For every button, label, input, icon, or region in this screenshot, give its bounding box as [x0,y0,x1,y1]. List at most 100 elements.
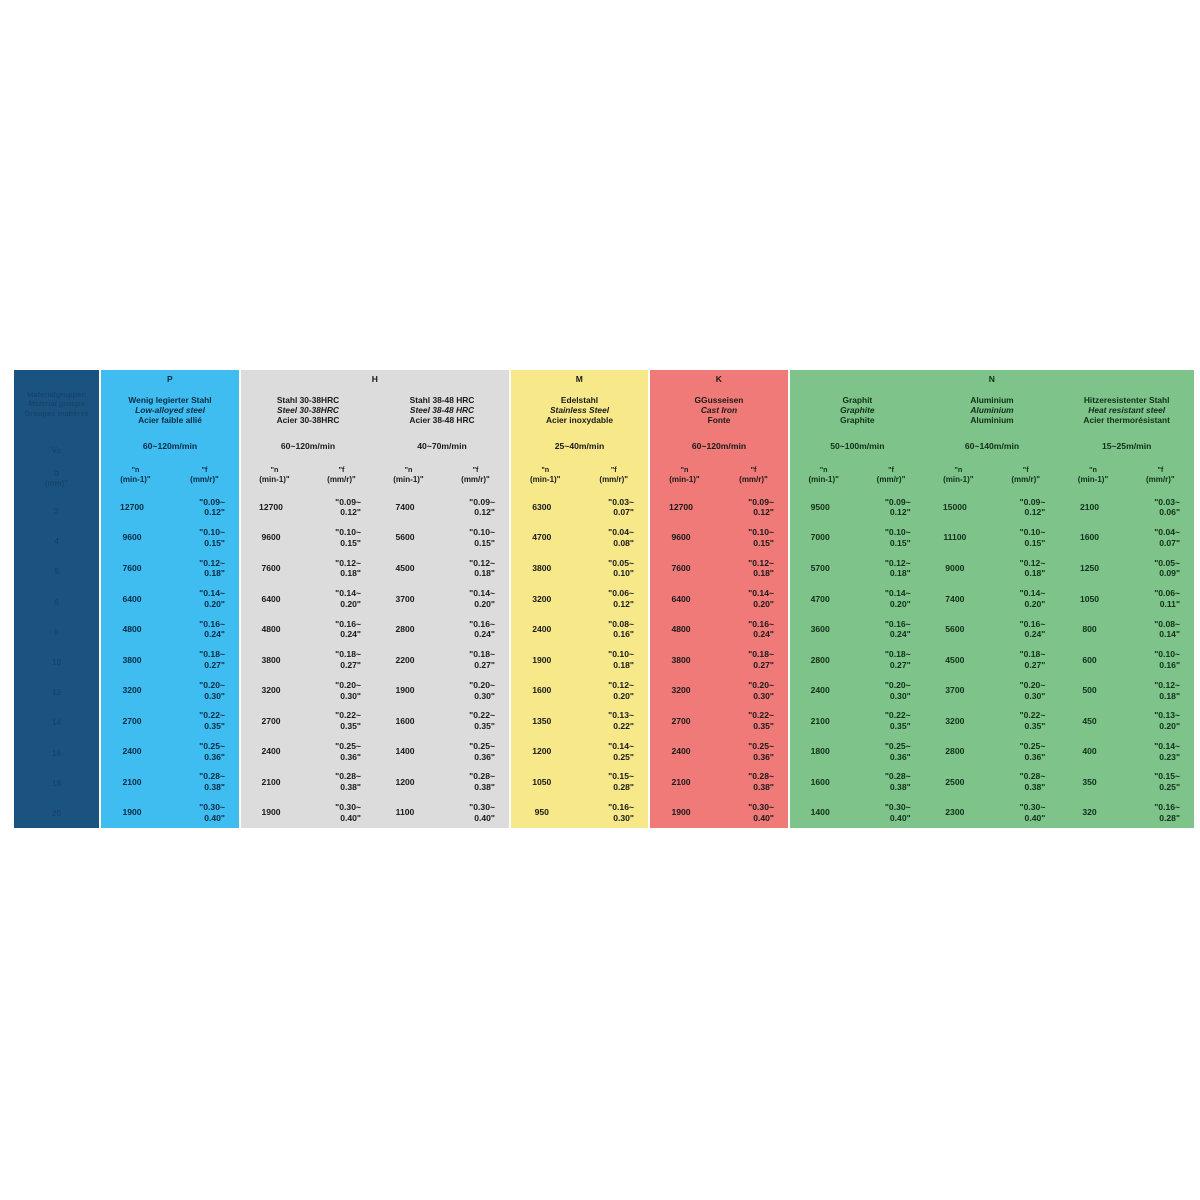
unit-measure: (mm/r)" [461,474,490,484]
data-column: 15000 "0.09~ 0.12" 11100 "0.10~ 0.15" 9000 "0.1… [925,492,1060,828]
feed-range-max: 0.40" [204,812,225,823]
spindle-speed-value: 400 [1082,746,1097,757]
unit-header-f: "f (mm/r)" [308,458,375,492]
unit-symbol: "n [404,464,413,474]
feed-range-min: "0.16~ [199,618,225,629]
feed-rate-value: "0.25~ 0.36" [712,736,788,767]
group-letter-h: H [371,374,379,384]
feed-range-max: 0.27" [889,660,911,670]
feed-rate-value: "0.22~ 0.35" [435,706,509,737]
spindle-speed-value: 1050 [532,776,552,787]
unit-header-f: "f (mm/r)" [719,458,788,492]
feed-range-max: 0.27" [204,660,225,670]
data-column: 6300 "0.03~ 0.07" 4700 "0.04~ 0.08" 3800 "0.05~… [511,492,648,828]
spindle-speed-value: 2400 [532,624,552,635]
feed-range-max: 0.18" [1159,690,1181,701]
unit-symbol: "f [472,464,479,474]
feed-rate-value: "0.15~ 0.28" [573,767,649,798]
feed-range-max: 0.36" [204,751,225,762]
diameter-unit: (mm)" [44,478,69,488]
unit-pair: "n (min-1)" "f (mm/r)" [375,458,509,492]
feed-range-min: "0.30~ [748,802,774,812]
spindle-speed-value: 600 [1082,654,1097,665]
unit-symbol: "f [201,464,208,474]
material-groups-header: Materialgruppen Material groups Groupes ma… [14,370,99,438]
feed-range-min: "0.12~ [199,557,225,568]
feed-rate-value: "0.16~ 0.24" [435,614,509,645]
feed-range-min: "0.20~ [199,679,225,690]
feed-range-max: 0.23" [1159,751,1181,762]
table-row: 450 "0.13~ 0.20" [1059,706,1194,737]
feed-range-min: "0.09~ [748,496,774,507]
feed-rate-value: "0.09~ 0.12" [850,492,924,523]
feed-range-min: "0.14~ [199,588,225,599]
material-name-line: Aluminium [970,395,1014,406]
feed-range-min: "0.06~ [1154,588,1181,599]
spindle-speed-value: 1600 [1079,532,1100,543]
feed-range-max: 0.20" [889,598,911,609]
feed-range-min: "0.12~ [1019,557,1046,568]
material-groups-line: Groupes matières [24,408,89,418]
table-row: 3200 "0.20~ 0.30" [241,675,375,706]
material-name-line: Steel 38-48 HRC [409,405,475,416]
feed-rate-value: "0.28~ 0.38" [435,767,509,798]
diameter-value: 12 [51,687,62,698]
table-row: 600 "0.10~ 0.16" [1059,645,1194,676]
table-row: 9600 "0.10~ 0.15" [101,523,239,554]
spindle-speed-value: 2200 [395,654,415,665]
feed-range-min: "0.09~ [335,496,361,507]
feed-range-min: "0.03~ [608,496,634,507]
data-column: 7400 "0.09~ 0.12" 5600 "0.10~ 0.15" 4500 "0.12~… [375,492,509,828]
feed-range-max: 0.07" [1159,537,1181,548]
unit-pair: "n (min-1)" "f (mm/r)" [790,458,925,492]
group-letter-n: N [988,374,996,384]
feed-rate-value: "0.22~ 0.35" [985,706,1059,737]
feed-rate-value: "0.20~ 0.30" [712,675,788,706]
table-row: 320 "0.16~ 0.28" [1059,797,1194,828]
feed-range-max: 0.35" [474,721,495,732]
feed-range-min: "0.18~ [469,649,495,660]
material-name-block: Stahl 38-48 HRC Steel 38-48 HRC Acier 38-4… [375,388,509,434]
feed-range-min: "0.25~ [469,740,495,751]
feed-rate-value: "0.28~ 0.38" [985,767,1059,798]
unit-symbol: "n [954,464,963,474]
unit-symbol: "f [1022,464,1029,474]
feed-range-min: "0.10~ [1154,649,1181,660]
feed-range-min: "0.28~ [1019,771,1046,782]
feed-range-min: "0.20~ [469,679,495,690]
table-row: 2400 "0.20~ 0.30" [790,675,925,706]
spindle-speed-value: 2700 [122,715,142,726]
feed-rate-value: "0.18~ 0.27" [712,645,788,676]
diameter-unit-header: Ø (mm)" [14,462,99,496]
material-name-block: Edelstahl Stainless Steel Acier inoxydable [511,388,648,434]
feed-rate-value: "0.18~ 0.27" [435,645,509,676]
index-column: Materialgruppen Material groups Groupes ma… [14,370,99,828]
table-row: 1400 "0.30~ 0.40" [790,797,925,828]
cutting-speed-value: 60~120m/min [280,441,336,451]
cutting-speed-value: 50~100m/min [830,441,885,451]
feed-rate-value: "0.06~ 0.11" [1120,584,1194,615]
table-row: 2700 "0.22~ 0.35" [241,706,375,737]
table-row: 2100 "0.03~ 0.06" [1059,492,1194,523]
feed-range-max: 0.38" [1024,782,1046,793]
spindle-speed-value: 6400 [671,593,691,604]
table-row: 1100 "0.30~ 0.40" [375,797,509,828]
feed-rate-value: "0.12~ 0.18" [985,553,1059,584]
table-row: 1350 "0.13~ 0.22" [511,706,648,737]
feed-range-min: "0.22~ [748,710,774,721]
spindle-speed-value: 2400 [810,685,830,696]
material-name-line: Aluminium [970,414,1014,425]
feed-rate-value: "0.12~ 0.18" [850,553,924,584]
feed-range-min: "0.25~ [748,740,774,751]
feed-rate-value: "0.12~ 0.20" [573,675,649,706]
feed-rate-value: "0.10~ 0.18" [573,645,649,676]
feed-range-min: "0.09~ [884,496,911,507]
feed-rate-value: "0.08~ 0.16" [573,614,649,645]
spindle-speed-value: 4700 [810,593,830,604]
feed-rate-value: "0.30~ 0.40" [301,797,375,828]
table-row: 500 "0.12~ 0.18" [1059,675,1194,706]
table-row: 1050 "0.06~ 0.11" [1059,584,1194,615]
spindle-speed-value: 3700 [945,685,965,696]
material-name-block: Wenig legierter Stahl Low-alloyed steel Ac… [101,388,239,434]
material-name-block: Graphit Graphite Graphite [790,388,925,434]
